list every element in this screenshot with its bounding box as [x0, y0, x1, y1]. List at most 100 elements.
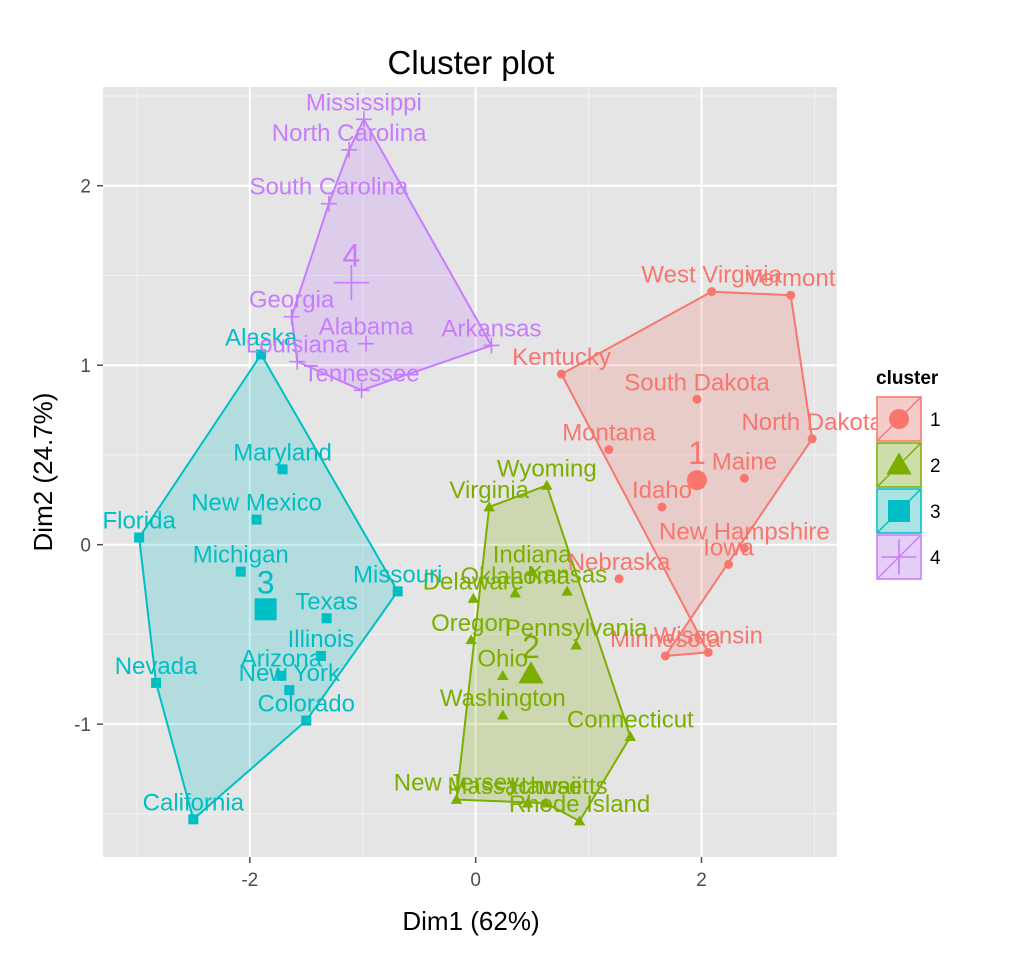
point-label-florida: Florida: [102, 508, 176, 535]
legend-marker-1: [889, 409, 909, 429]
point-indiana: [526, 565, 538, 576]
cluster-3-centroid-label: 3: [257, 564, 275, 600]
legend-item-1: 1: [876, 396, 941, 442]
point-label-alabama: Alabama: [319, 314, 414, 341]
point-wyoming: [541, 479, 553, 490]
cluster-4-hull: [290, 117, 493, 392]
point-montana: [604, 445, 614, 455]
axes: -2 0 2 -1 0 1 2: [74, 177, 707, 891]
point-label-texas: Texas: [295, 588, 358, 615]
cluster-1-centroid: [686, 470, 707, 491]
point-oklahoma: [509, 587, 521, 598]
legend-item-2: 2: [876, 442, 941, 488]
point-connecticut: [624, 730, 637, 742]
grid-lines: [103, 87, 837, 857]
point-illinois: [315, 650, 326, 661]
point-maryland: [277, 464, 288, 475]
point-label-connecticut: Connecticut: [567, 707, 694, 734]
legend-marker-2: [886, 452, 912, 475]
point-minnesota: [660, 651, 670, 661]
point-label-hawaii: Hawaii: [510, 773, 582, 800]
legend: cluster 1 2 3 4: [876, 368, 941, 580]
y-axis-title: Dim2 (24.7%): [28, 393, 58, 552]
point-vermont: [786, 290, 796, 300]
point-label-new-hampshire: New Hampshire: [659, 518, 830, 545]
point-new-hampshire: [739, 543, 749, 553]
point-label-north-carolina: North Carolina: [272, 120, 427, 147]
point-west-virginia: [707, 287, 717, 297]
point-michigan: [235, 566, 246, 577]
point-massachusetts: [521, 797, 534, 808]
plot-panel: [103, 87, 837, 857]
point-label-virginia: Virginia: [449, 477, 529, 504]
cluster-2-centroid-label: 2: [522, 629, 540, 665]
data-points: [134, 111, 817, 826]
cluster-1-centroid-label: 1: [688, 435, 706, 471]
point-kentucky: [556, 369, 566, 379]
point-nevada: [151, 677, 162, 688]
point-label-california: California: [143, 789, 245, 816]
point-idaho: [657, 502, 667, 512]
legend-item-3: 3: [876, 488, 941, 534]
point-label-illinois: Illinois: [288, 626, 355, 653]
point-label-nevada: Nevada: [115, 653, 198, 680]
point-north-carolina: [341, 141, 358, 158]
point-label-nebraska: Nebraska: [568, 549, 671, 576]
point-label-oregon: Oregon: [431, 610, 511, 637]
y-tick-label: 2: [80, 177, 91, 198]
point-label-iowa: Iowa: [703, 534, 754, 561]
x-axis-title: Dim1 (62%): [402, 906, 539, 936]
point-alaska: [256, 349, 267, 360]
legend-label-1: 1: [930, 410, 941, 431]
point-label-ohio: Ohio: [477, 646, 528, 673]
point-iowa: [724, 559, 734, 569]
point-label-west-virginia: West Virginia: [641, 262, 782, 289]
point-south-dakota: [692, 394, 702, 404]
point-label-mississippi: Mississippi: [306, 89, 422, 116]
point-louisiana: [289, 353, 306, 370]
point-label-alaska: Alaska: [225, 324, 298, 351]
point-label-wyoming: Wyoming: [497, 455, 597, 482]
point-florida: [134, 532, 145, 543]
legend-title: cluster: [876, 368, 939, 389]
legend-marker-3: [888, 500, 910, 522]
x-tick-label: 0: [470, 870, 481, 891]
point-label-arizona: Arizona: [241, 646, 323, 673]
point-california: [188, 814, 199, 825]
point-colorado: [301, 715, 312, 726]
point-label-washington: Washington: [440, 685, 566, 712]
point-label-rhode-island: Rhode Island: [509, 791, 650, 818]
y-tick-label: 1: [80, 356, 91, 377]
legend-label-4: 4: [930, 548, 941, 569]
legend-item-4: 4: [876, 534, 941, 580]
point-new-mexico: [251, 514, 262, 525]
point-label-maine: Maine: [712, 448, 777, 475]
point-mississippi: [355, 111, 372, 128]
point-tennessee: [353, 382, 370, 399]
point-label-south-carolina: South Carolina: [249, 174, 408, 201]
point-kansas: [561, 585, 573, 596]
cluster-4-centroid: [333, 265, 370, 301]
legend-marker-4: [881, 539, 917, 575]
cluster-3-centroid: [254, 598, 277, 621]
cluster-2-centroid: [518, 661, 544, 684]
point-label-oklahoma: Oklahoma: [460, 563, 570, 590]
point-oregon: [465, 634, 477, 645]
point-label-vermont: Vermont: [746, 265, 836, 292]
point-label-massachusetts: Massachusetts: [448, 773, 608, 800]
point-label-new-york: New York: [239, 660, 341, 687]
point-label-montana: Montana: [562, 420, 656, 447]
point-label-new-jersey: New Jersey: [394, 770, 519, 797]
point-label-minnesota: Minnesota: [610, 626, 721, 653]
point-arkansas: [483, 337, 500, 354]
point-north-dakota: [807, 434, 817, 444]
point-arizona: [276, 670, 287, 681]
point-nebraska: [614, 574, 624, 584]
point-pennsylvania: [570, 639, 582, 650]
point-georgia: [283, 308, 300, 325]
y-tick-label: 0: [80, 536, 91, 557]
point-rhode-island: [573, 815, 586, 826]
x-tick-label: -2: [241, 870, 258, 891]
